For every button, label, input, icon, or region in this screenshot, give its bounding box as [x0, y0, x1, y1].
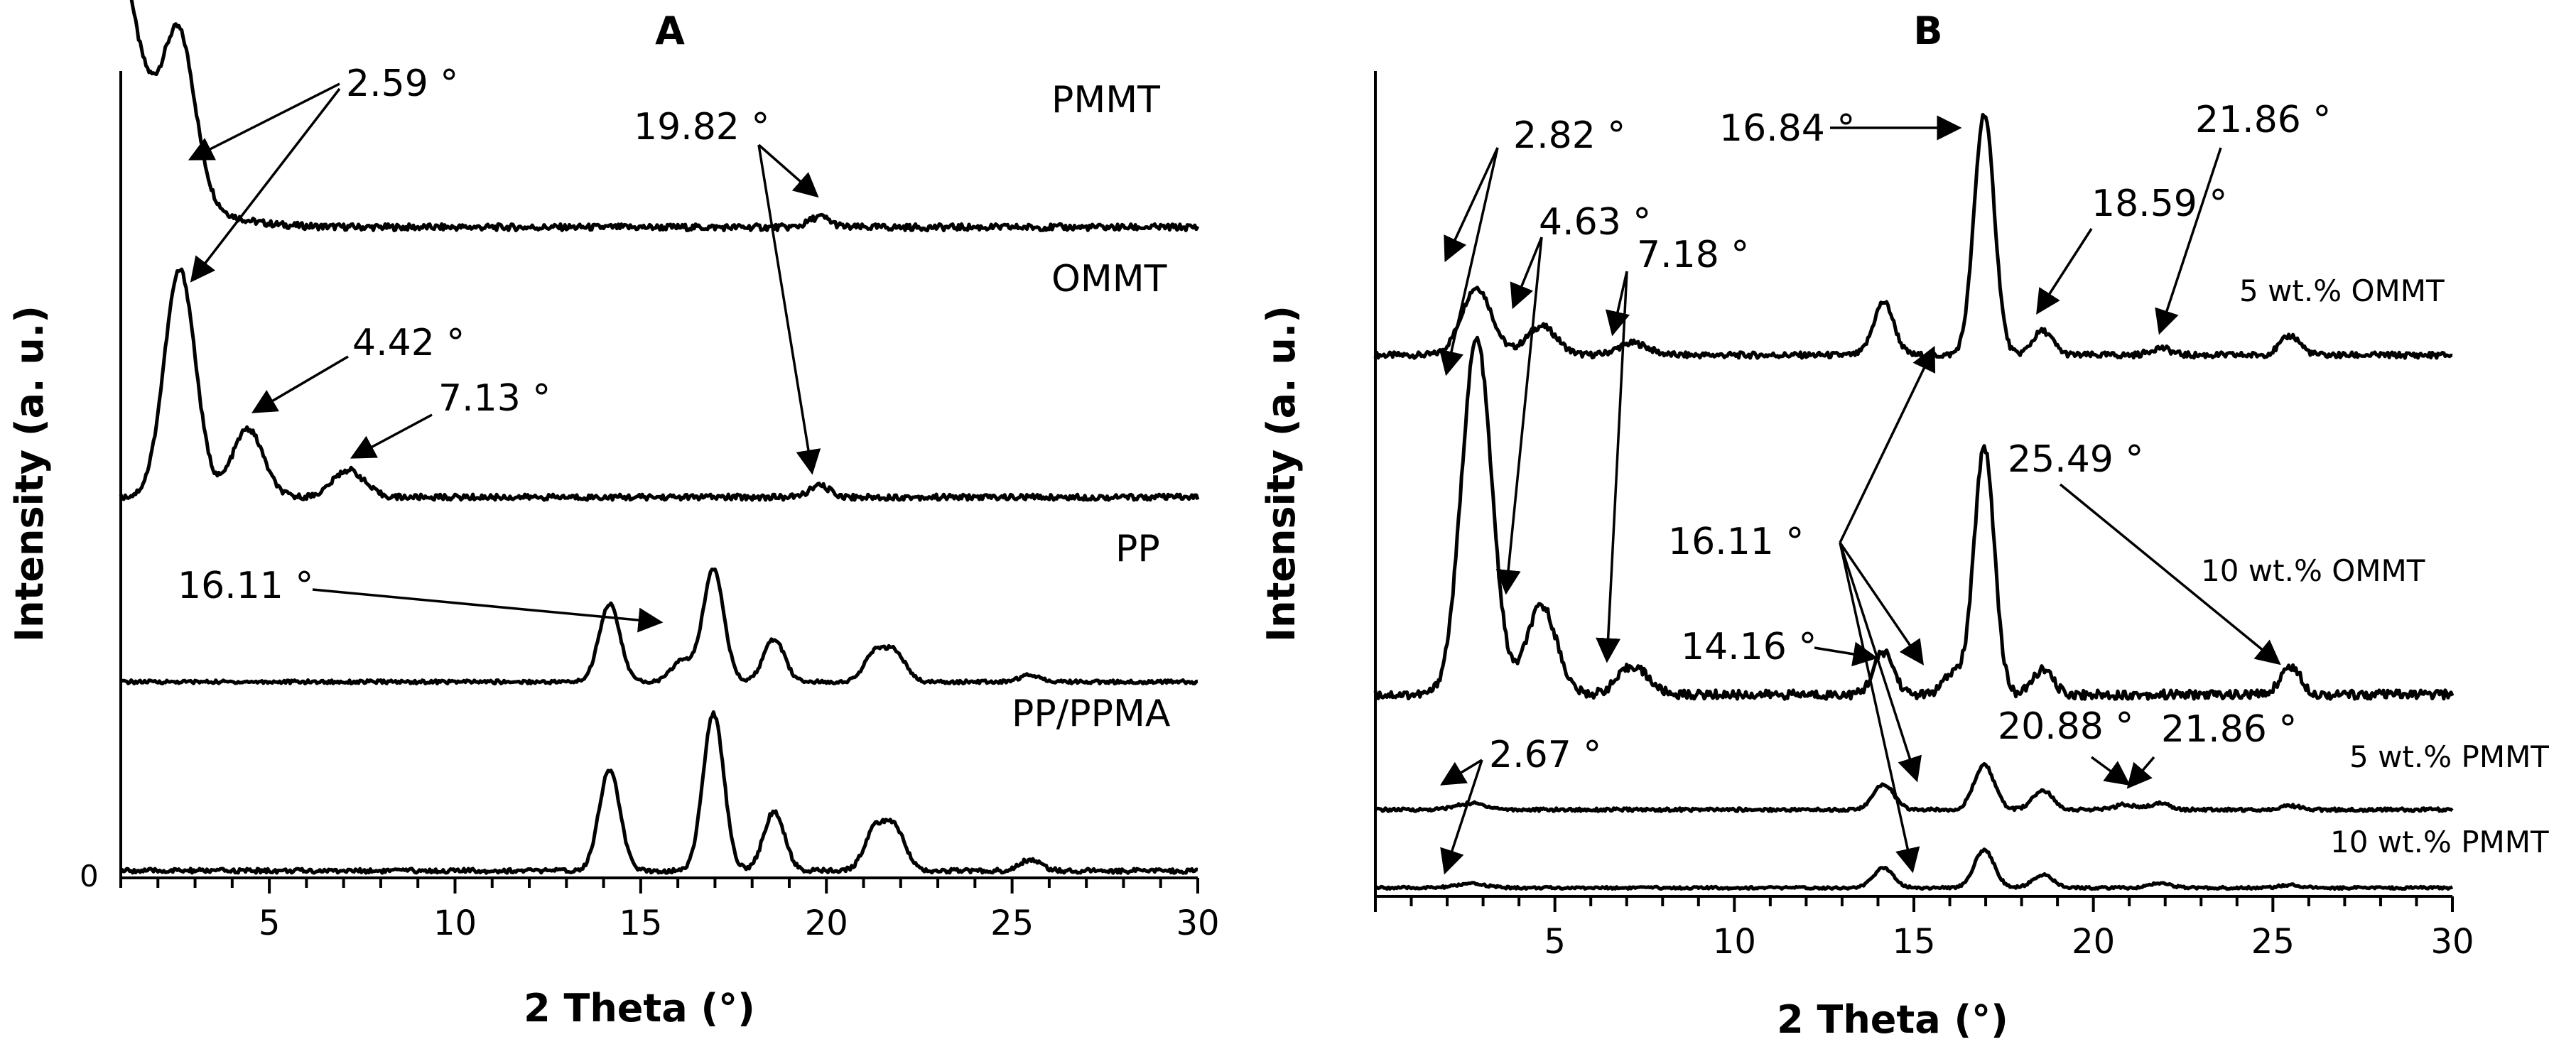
- panel-b-x-title: 2 Theta (°): [1777, 997, 2008, 1042]
- panel-b-ann-2-67: 2.67 °: [1489, 734, 1601, 776]
- x-tick-label: 15: [619, 903, 662, 943]
- panel-b-ann-7-18: 7.18 °: [1637, 234, 1749, 276]
- panel-a-y-zero-label: 0: [80, 859, 99, 894]
- panel-b-ann-4-63: 4.63 °: [1539, 201, 1651, 244]
- panel-b-arrows: [1439, 115, 2281, 875]
- panel-b-ann-21-86-bottom: 21.86 °: [2161, 708, 2297, 751]
- panel-a-ticks: [119, 878, 1199, 894]
- panel-b-traces: [1373, 113, 2455, 891]
- panel-a-ann-19-82: 19.82 °: [634, 106, 769, 148]
- panel-a-ann-4-42: 4.42 °: [352, 322, 465, 364]
- panel-b-ann-16-11: 16.11 °: [1668, 521, 1804, 563]
- xrd-trace-pp: [120, 567, 1198, 685]
- x-tick-label: 25: [2251, 922, 2295, 962]
- x-tick-label: 10: [1713, 922, 1756, 962]
- panel-a-tick-labels: 5 10 15 20 25 30: [259, 903, 1220, 943]
- xrd-trace-pp-ppma: [119, 710, 1198, 875]
- x-tick-label: 5: [259, 903, 281, 943]
- panel-a-ann-7-13: 7.13 °: [438, 377, 551, 420]
- panel-b-ann-18-59: 18.59 °: [2091, 183, 2227, 225]
- panel-b-ann-14-16: 14.16 °: [1681, 626, 1817, 668]
- panel-a: A 0 5 10 15 20 25 30 2 Theta (°) Intensity (a…: [7, 0, 1220, 1031]
- panel-a-x-title: 2 Theta (°): [524, 986, 755, 1031]
- panel-a-y-title: Intensity (a. u.): [7, 305, 52, 642]
- panel-b-ann-21-86-top: 21.86 °: [2195, 99, 2331, 141]
- panel-b-ann-20-88: 20.88 °: [1998, 705, 2133, 748]
- panel-b-label-10-ommt: 10 wt.% OMMT: [2201, 553, 2425, 588]
- panel-b: B 5 10 15 20 25 30 2 Theta (°) Intensity (a. …: [1259, 9, 2549, 1042]
- panel-a-ann-2-59: 2.59 °: [346, 63, 458, 105]
- panel-b-ticks: [1374, 896, 2454, 912]
- panel-b-tick-labels: 5 10 15 20 25 30: [1544, 922, 2474, 962]
- panel-a-title: A: [655, 9, 685, 53]
- panel-b-label-10-pmmt: 10 wt.% PMMT: [2330, 825, 2549, 859]
- x-tick-label: 10: [433, 903, 477, 943]
- panel-a-label-ommt: OMMT: [1051, 258, 1167, 300]
- xrd-trace-pmmt: [129, 0, 1200, 233]
- xrd-trace-10-wt-pmmt: [1374, 847, 2454, 891]
- panel-a-arrows: [188, 82, 821, 633]
- panel-a-ann-16-11: 16.11 °: [178, 565, 313, 607]
- x-tick-label: 30: [1176, 903, 1219, 943]
- x-tick-label: 15: [1892, 922, 1935, 962]
- panel-a-label-pp-ppma: PP/PPMA: [1012, 693, 1171, 735]
- panel-b-y-title: Intensity (a. u.): [1259, 305, 1304, 642]
- x-tick-label: 25: [990, 903, 1034, 943]
- x-tick-label: 30: [2430, 922, 2474, 962]
- xrd-trace-ommt: [119, 267, 1200, 502]
- panel-b-label-5-ommt: 5 wt.% OMMT: [2239, 273, 2445, 308]
- panel-b-ann-25-49: 25.49 °: [2008, 438, 2143, 481]
- xrd-trace-10-wt-ommt: [1373, 335, 2455, 701]
- x-tick-label: 5: [1544, 922, 1566, 962]
- panel-a-traces: [119, 0, 1200, 875]
- x-tick-label: 20: [805, 903, 848, 943]
- x-tick-label: 20: [2072, 922, 2115, 962]
- panel-b-label-5-pmmt: 5 wt.% PMMT: [2349, 739, 2549, 774]
- panel-b-ann-2-82: 2.82 °: [1513, 114, 1625, 157]
- panel-a-label-pmmt: PMMT: [1051, 79, 1160, 121]
- xrd-trace-5-wt-pmmt: [1375, 761, 2454, 813]
- panel-a-label-pp: PP: [1115, 528, 1160, 570]
- panel-b-title: B: [1913, 9, 1942, 53]
